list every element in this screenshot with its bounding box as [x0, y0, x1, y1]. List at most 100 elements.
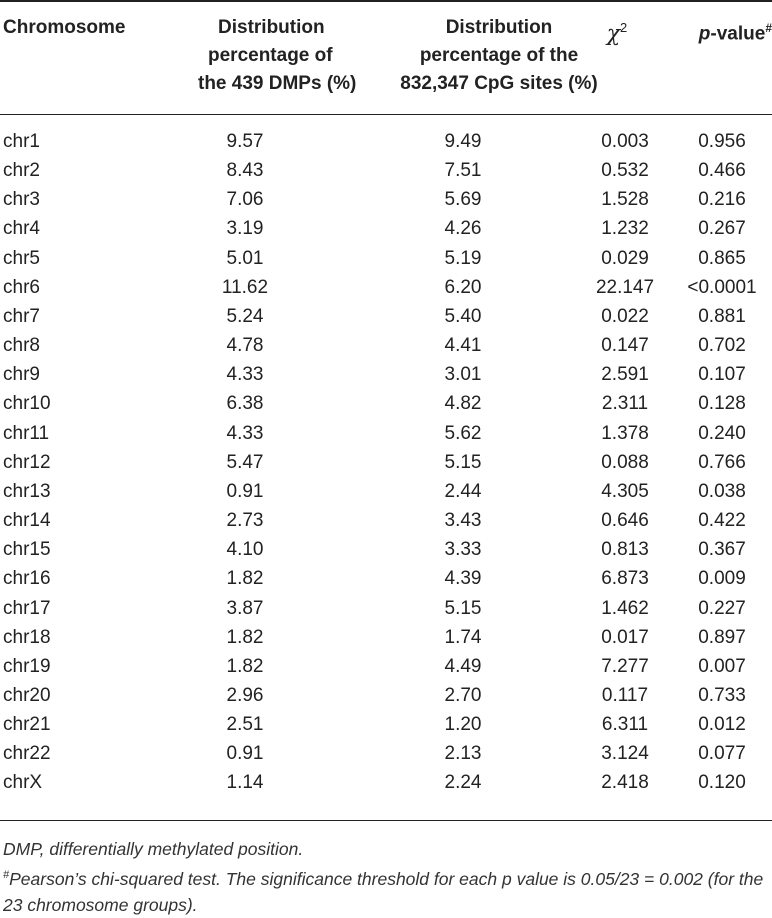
cell-chi-squared: 0.813 [601, 539, 649, 561]
cell-dmp-percentage: 1.14 [226, 772, 264, 794]
cell-cpg-percentage: 2.44 [444, 480, 482, 502]
table-row: chr16 1.82 4.39 6.873 0.009 [0, 564, 772, 593]
cell-cpg-percentage: 7.51 [444, 160, 482, 182]
cell-chromosome: chr8 [3, 335, 40, 357]
cell-dmp-percentage: 5.01 [226, 247, 264, 269]
cell-p-value: 0.466 [698, 160, 746, 182]
cell-cpg-percentage: 1.74 [444, 626, 482, 648]
cell-chromosome: chr13 [3, 480, 51, 502]
cell-chi-squared: 2.311 [601, 393, 649, 415]
cell-p-value: <0.0001 [687, 276, 757, 298]
table-row: chr15 4.10 3.33 0.813 0.367 [0, 535, 772, 564]
footnote-text: Pearson’s chi-squared test. The signific… [3, 868, 764, 915]
cell-chromosome: chr3 [3, 189, 40, 211]
table-row: chr14 2.73 3.43 0.646 0.422 [0, 506, 772, 535]
cell-chromosome: chr15 [3, 539, 51, 561]
cell-p-value: 0.240 [698, 422, 746, 444]
cell-dmp-percentage: 4.33 [226, 364, 264, 386]
cell-chromosome: chr14 [3, 510, 51, 532]
cell-cpg-percentage: 9.49 [444, 131, 482, 152]
header-p-italic: p [698, 23, 711, 45]
cell-dmp-percentage: 0.91 [226, 480, 264, 502]
cell-cpg-percentage: 3.33 [444, 539, 482, 561]
table-row: chr6 11.62 6.20 22.147 <0.0001 [0, 273, 772, 302]
cell-dmp-percentage: 2.51 [226, 714, 264, 736]
cell-chi-squared: 0.532 [601, 160, 649, 182]
cell-dmp-percentage: 3.87 [226, 597, 264, 619]
cell-chi-squared: 0.646 [601, 510, 649, 532]
cell-p-value: 0.766 [698, 451, 746, 473]
header-cpg-line3: 832,347 CpG sites (%) [400, 73, 598, 94]
cell-cpg-percentage: 4.41 [444, 335, 482, 357]
cell-cpg-percentage: 2.70 [444, 684, 482, 706]
table-footnotes: DMP, differentially methylated position.… [3, 836, 768, 918]
cell-chi-squared: 0.022 [601, 305, 649, 327]
cell-p-value: 0.120 [698, 772, 746, 794]
cell-p-value: 0.422 [698, 510, 746, 532]
cell-chromosome: chr5 [3, 247, 40, 269]
cell-cpg-percentage: 5.62 [444, 422, 482, 444]
cell-chi-squared: 2.418 [601, 772, 649, 794]
cell-chromosome: chr2 [3, 160, 40, 182]
cell-cpg-percentage: 5.15 [444, 451, 482, 473]
cell-chromosome: chr18 [3, 626, 51, 648]
cell-chromosome: chr7 [3, 305, 40, 327]
table-row: chr1 9.57 9.49 0.003 0.956 [0, 127, 772, 156]
cell-p-value: 0.956 [698, 131, 746, 152]
cell-cpg-percentage: 5.40 [444, 305, 482, 327]
cell-chi-squared: 0.029 [601, 247, 649, 269]
cell-cpg-percentage: 3.43 [444, 510, 482, 532]
cell-chi-squared: 3.124 [601, 743, 649, 765]
cell-p-value: 0.009 [698, 568, 746, 590]
cell-chromosome: chr21 [3, 714, 51, 736]
footnote-marker: # [3, 869, 10, 881]
cell-p-value: 0.367 [698, 539, 746, 561]
cell-dmp-percentage: 1.82 [226, 655, 264, 677]
cell-cpg-percentage: 5.19 [444, 247, 482, 269]
cell-chromosome: chrX [3, 772, 43, 794]
cell-chi-squared: 22.147 [595, 276, 655, 298]
cell-dmp-percentage: 4.33 [226, 422, 264, 444]
cell-dmp-percentage: 6.38 [226, 393, 264, 415]
table-row: chr17 3.87 5.15 1.462 0.227 [0, 594, 772, 623]
cell-dmp-percentage: 2.96 [226, 684, 264, 706]
header-p-rest: -value [710, 23, 766, 45]
cell-chromosome: chr6 [3, 276, 40, 298]
header-cpg-distribution: Distribution percentage of the 832,347 C… [384, 14, 614, 98]
header-chi-superscript: 2 [620, 20, 628, 35]
cell-chi-squared: 0.003 [601, 131, 649, 152]
cell-chi-squared: 6.873 [601, 568, 649, 590]
table-row: chrX 1.14 2.24 2.418 0.120 [0, 768, 772, 797]
header-rule [0, 114, 772, 115]
table-row: chr4 3.19 4.26 1.232 0.267 [0, 214, 772, 243]
table-row: chr19 1.82 4.49 7.277 0.007 [0, 652, 772, 681]
cell-cpg-percentage: 5.15 [444, 597, 482, 619]
cell-dmp-percentage: 2.73 [226, 510, 264, 532]
header-chi-squared: χ2 [592, 14, 642, 48]
header-cpg-line2: percentage of the [419, 45, 579, 66]
cell-chi-squared: 0.088 [601, 451, 649, 473]
header-p-value: p-value# [665, 14, 772, 48]
cell-chi-squared: 1.232 [601, 218, 649, 240]
table-row: chr5 5.01 5.19 0.029 0.865 [0, 244, 772, 273]
table-body: chr1 9.57 9.49 0.003 0.956 chr2 8.43 7.51 0.532 0… [0, 127, 772, 798]
cell-cpg-percentage: 1.20 [444, 714, 482, 736]
bottom-rule [0, 820, 772, 821]
cell-cpg-percentage: 2.24 [444, 772, 482, 794]
footnote-statistics: #Pearson’s chi-squared test. The signifi… [3, 862, 768, 918]
cell-p-value: 0.128 [698, 393, 746, 415]
cell-chromosome: chr10 [3, 393, 51, 415]
header-cpg-line1: Distribution [445, 17, 553, 38]
cell-chi-squared: 2.591 [601, 364, 649, 386]
header-chi-symbol: χ [606, 21, 621, 47]
cell-chi-squared: 7.277 [601, 655, 649, 677]
cell-chromosome: chr20 [3, 684, 51, 706]
cell-p-value: 0.038 [698, 480, 746, 502]
header-dmp-distribution: Distribution percentage of the 439 DMPs … [198, 14, 368, 98]
cell-dmp-percentage: 7.06 [226, 189, 264, 211]
cell-chi-squared: 0.147 [601, 335, 649, 357]
cell-dmp-percentage: 4.10 [226, 539, 264, 561]
table-row: chr9 4.33 3.01 2.591 0.107 [0, 360, 772, 389]
cell-dmp-percentage: 5.47 [226, 451, 264, 473]
